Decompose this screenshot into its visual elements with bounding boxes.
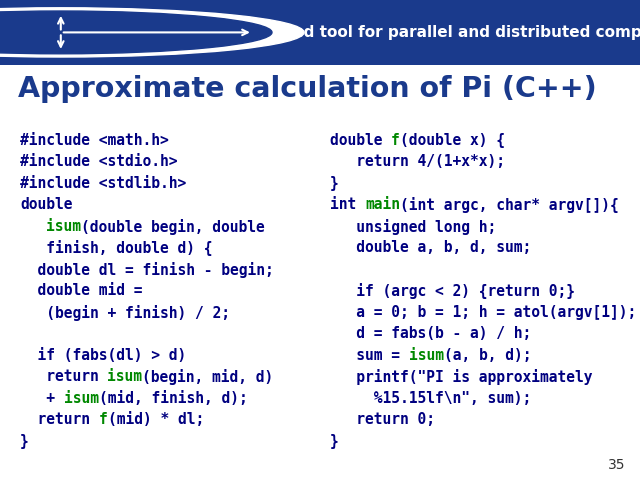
Text: return: return xyxy=(20,412,99,427)
Text: return 0;: return 0; xyxy=(330,412,435,427)
Text: (int argc, char* argv[]){: (int argc, char* argv[]){ xyxy=(400,197,619,213)
Text: double a, b, d, sum;: double a, b, d, sum; xyxy=(330,240,531,255)
Text: printf("PI is approximately: printf("PI is approximately xyxy=(330,369,593,385)
Text: f: f xyxy=(391,133,400,148)
Text: if (argc < 2) {return 0;}: if (argc < 2) {return 0;} xyxy=(330,283,575,300)
Text: %15.15lf\n", sum);: %15.15lf\n", sum); xyxy=(330,391,531,406)
Text: return: return xyxy=(20,369,108,384)
Text: }: } xyxy=(330,434,339,449)
Circle shape xyxy=(0,8,304,57)
Text: #include <math.h>: #include <math.h> xyxy=(20,133,169,148)
Text: (mid, finish, d);: (mid, finish, d); xyxy=(99,391,248,406)
Text: #include <stdio.h>: #include <stdio.h> xyxy=(20,154,177,169)
Text: double mid =: double mid = xyxy=(20,283,143,298)
Text: double: double xyxy=(330,133,391,148)
Text: Approximate calculation of Pi (C++): Approximate calculation of Pi (C++) xyxy=(18,75,596,103)
Text: if (fabs(dl) > d): if (fabs(dl) > d) xyxy=(20,348,186,363)
Text: +: + xyxy=(20,391,64,406)
Text: (begin + finish) / 2;: (begin + finish) / 2; xyxy=(20,305,230,321)
Text: isum: isum xyxy=(46,219,81,234)
Text: finish, double d) {: finish, double d) { xyxy=(20,240,212,256)
Text: Open TS: an advanced tool for parallel and distributed computing.: Open TS: an advanced tool for parallel a… xyxy=(122,25,640,40)
Text: unsigned long h;: unsigned long h; xyxy=(330,219,496,235)
Text: return 4/(1+x*x);: return 4/(1+x*x); xyxy=(330,154,505,169)
Text: int: int xyxy=(330,197,365,212)
Circle shape xyxy=(0,11,272,54)
Text: sum =: sum = xyxy=(330,348,409,363)
Text: d = fabs(b - a) / h;: d = fabs(b - a) / h; xyxy=(330,326,531,341)
Text: #include <stdlib.h>: #include <stdlib.h> xyxy=(20,176,186,191)
Text: }: } xyxy=(20,434,29,449)
Text: }: } xyxy=(330,176,339,191)
Text: 35: 35 xyxy=(607,458,625,472)
Text: f: f xyxy=(99,412,108,427)
Text: (begin, mid, d): (begin, mid, d) xyxy=(143,369,274,385)
Text: (double x) {: (double x) { xyxy=(400,133,505,148)
Text: double dl = finish - begin;: double dl = finish - begin; xyxy=(20,262,274,278)
Text: (mid) * dl;: (mid) * dl; xyxy=(108,412,204,427)
Text: isum: isum xyxy=(108,369,143,384)
Text: a = 0; b = 1; h = atol(argv[1]);: a = 0; b = 1; h = atol(argv[1]); xyxy=(330,305,636,320)
Text: main: main xyxy=(365,197,400,212)
Text: (a, b, d);: (a, b, d); xyxy=(444,348,531,363)
Text: isum: isum xyxy=(409,348,444,363)
Text: (double begin, double: (double begin, double xyxy=(81,219,265,235)
Text: double: double xyxy=(20,197,72,212)
Text: isum: isum xyxy=(64,391,99,406)
